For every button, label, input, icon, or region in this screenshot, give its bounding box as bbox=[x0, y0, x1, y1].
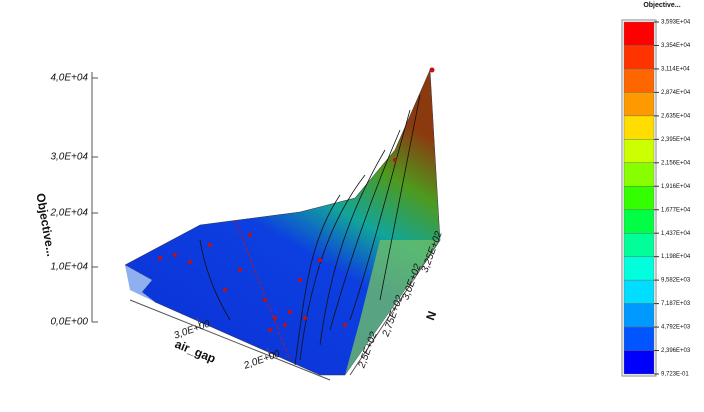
x-tick bbox=[196, 317, 201, 327]
colorbar-tick-label: 2,635E+04 bbox=[661, 113, 691, 119]
colorbar-band bbox=[623, 45, 655, 70]
colorbar-band bbox=[623, 92, 655, 117]
z-tick-label: 1,0E+04 bbox=[50, 262, 88, 273]
colorbar-tick-label: 3,114E+04 bbox=[661, 67, 690, 73]
colorbar-band bbox=[623, 162, 655, 187]
colorbar-tick-label: 9,723E-01 bbox=[661, 372, 689, 378]
colorbar-tick-label: 1,198E+04 bbox=[661, 254, 691, 260]
colorbar-tick-label: 3,593E+04 bbox=[661, 20, 691, 26]
colorbar-tick-label: 3,354E+04 bbox=[661, 43, 691, 49]
surface-side bbox=[345, 240, 440, 375]
y-axis bbox=[349, 239, 441, 376]
colorbar-tick-label: 1,916E+04 bbox=[661, 184, 691, 190]
trend-line bbox=[234, 219, 291, 361]
surface-side bbox=[125, 265, 155, 302]
z-tick-label: 4,0E+04 bbox=[50, 73, 88, 84]
colorbar-tick-label: 2,395E+04 bbox=[661, 137, 691, 143]
colorbar-band bbox=[623, 209, 655, 234]
colorbar-tick-label: 4,792E+03 bbox=[661, 325, 691, 331]
colorbar-band bbox=[623, 68, 655, 93]
x-axis bbox=[129, 299, 331, 381]
colorbar-band bbox=[623, 232, 655, 257]
colorbar-tick-label: 2,156E+04 bbox=[661, 160, 691, 166]
contours bbox=[199, 94, 421, 366]
z-tick-label: 3,0E+04 bbox=[50, 152, 88, 163]
colorbar-tick-label: 2,874E+04 bbox=[661, 90, 691, 96]
colorbar-band bbox=[623, 186, 655, 210]
colorbar-band bbox=[623, 139, 655, 163]
colorbar-band bbox=[623, 21, 655, 46]
colorbar-band bbox=[623, 350, 655, 375]
colorbar-band bbox=[623, 326, 655, 351]
z-tick-label: 0,0E+00 bbox=[50, 317, 88, 328]
colorbar-frame bbox=[621, 19, 657, 377]
colorbar-tick-label: 2,396E+03 bbox=[661, 348, 691, 354]
colorbar-tick-label: 1,677E+04 bbox=[661, 207, 691, 213]
z-tick-label: 2,0E+04 bbox=[49, 208, 88, 219]
colorbar-tick-label: 1,437E+04 bbox=[661, 231, 691, 237]
colorbar-band bbox=[623, 279, 655, 304]
colorbar-band bbox=[623, 115, 655, 140]
colorbar-title: Objective... bbox=[643, 2, 680, 9]
sample-points bbox=[158, 67, 435, 332]
colorbar-band bbox=[623, 303, 655, 328]
x-tick bbox=[266, 347, 271, 357]
colorbar-band bbox=[623, 256, 655, 281]
colorbar-tick-label: 9,582E+03 bbox=[661, 278, 691, 284]
colorbar-tick-label: 7,187E+03 bbox=[661, 301, 691, 307]
